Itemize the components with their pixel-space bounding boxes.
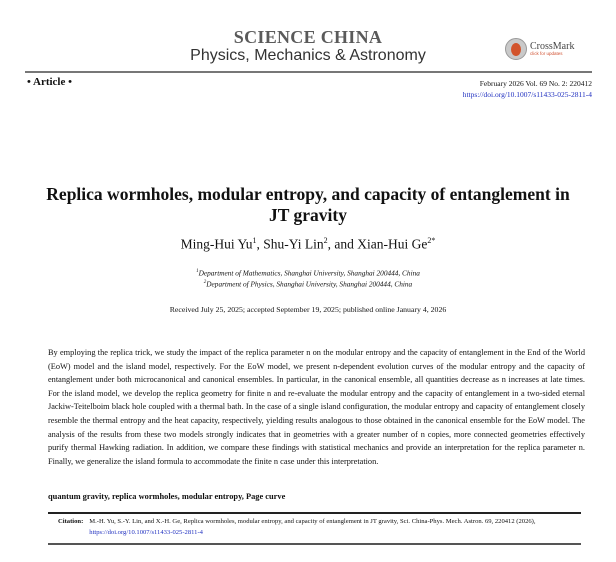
author-sep: , [256, 236, 264, 252]
affil-number: 2 [203, 280, 207, 286]
citation-bottom-rule [48, 543, 581, 545]
citation-doi-link[interactable]: https://doi.org/10.1007/s11433-025-2811-… [89, 529, 203, 536]
author-list: Ming-Hui Yu1, Shu-Yi Lin2, and Xian-Hui … [0, 236, 616, 253]
crossmark-icon [505, 38, 527, 60]
issue-line: February 2026 Vol. 69 No. 2: 220412 [479, 79, 592, 88]
citation-text: M.-H. Yu, S.-Y. Lin, and X.-H. Ge, Repli… [89, 518, 536, 525]
affiliation: 1Department of Mathematics, Shanghai Uni… [0, 267, 616, 278]
author-affil: 1 [252, 236, 257, 245]
affiliation: 2Department of Physics, Shanghai Univers… [0, 278, 616, 289]
citation-label: Citation: [58, 518, 84, 525]
affil-number: 1 [196, 269, 199, 274]
paper-title: Replica wormholes, modular entropy, and … [46, 184, 570, 225]
affil-text: Department of Mathematics, Shanghai Univ… [198, 268, 420, 278]
journal-subtitle: Physics, Mechanics & Astronomy [190, 47, 426, 64]
citation-box: Citation: M.-H. Yu, S.-Y. Lin, and X.-H.… [58, 516, 568, 538]
issue-info: February 2026 Vol. 69 No. 2: 220412 http… [463, 78, 592, 100]
article-type: • Article • [27, 76, 72, 88]
affil-text: Department of Physics, Shanghai Universi… [206, 279, 413, 289]
crossmark-sublabel: click for updates [530, 51, 563, 56]
doi-link[interactable]: https://doi.org/10.1007/s11433-025-2811-… [462, 90, 592, 99]
author-name: Ming-Hui Yu [180, 236, 253, 252]
author-name: Shu-Yi Lin [263, 236, 324, 252]
author-sep: , and [327, 236, 358, 252]
received-dates: Received July 25, 2025; accepted Septemb… [169, 305, 447, 314]
keywords: quantum gravity, replica wormholes, modu… [48, 492, 286, 501]
affiliations: 1Department of Mathematics, Shanghai Uni… [0, 267, 616, 290]
header-rule [25, 71, 592, 73]
crossmark-label: CrossMark [530, 41, 575, 52]
author-affil: 2 [323, 236, 328, 245]
abstract: By employing the replica trick, we study… [48, 348, 585, 466]
journal-name: SCIENCE CHINA [233, 27, 383, 47]
author-name: Xian-Hui Ge [357, 236, 428, 252]
crossmark-badge[interactable]: CrossMark click for updates [505, 38, 574, 60]
author-affil: 2* [427, 236, 436, 245]
citation-top-rule [48, 512, 581, 514]
